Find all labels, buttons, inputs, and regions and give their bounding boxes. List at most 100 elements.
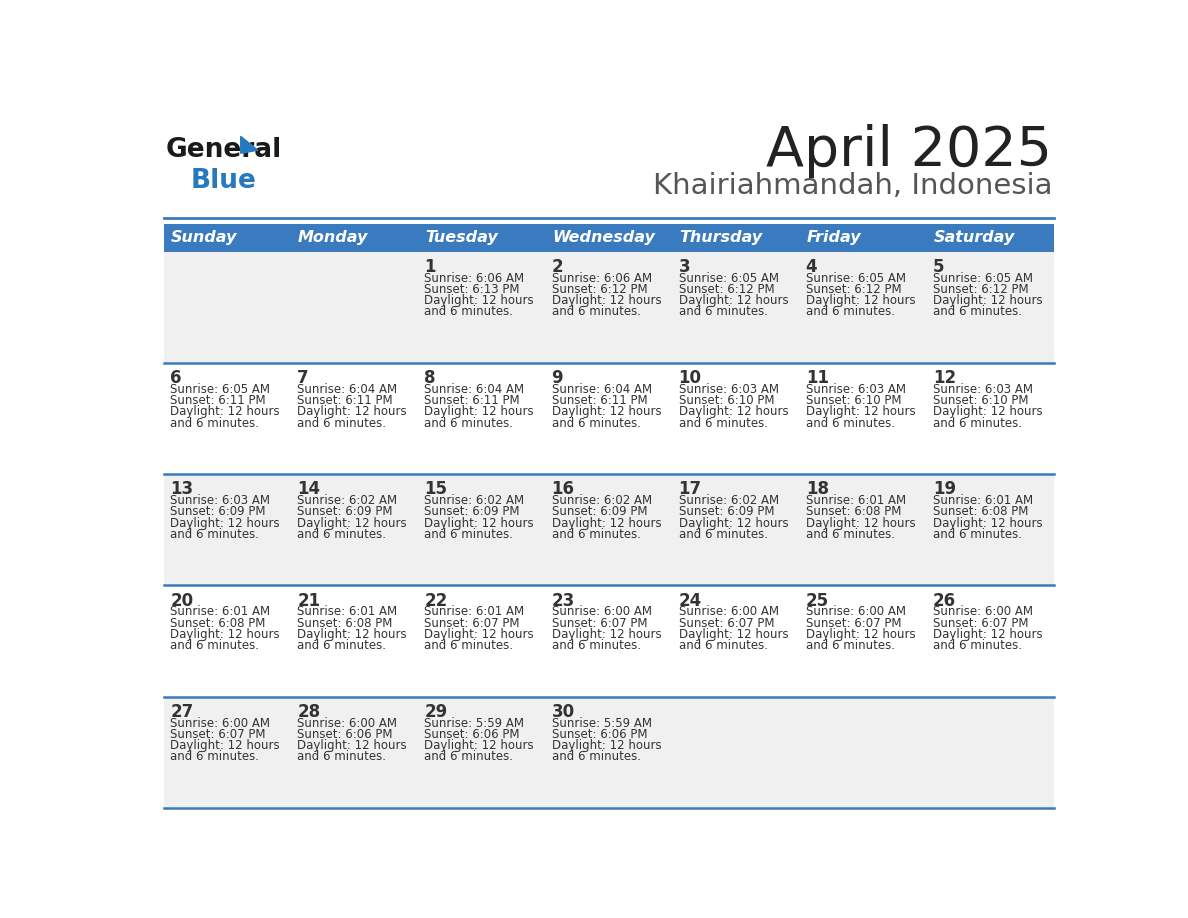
Text: Sunset: 6:07 PM: Sunset: 6:07 PM bbox=[170, 728, 266, 741]
Text: Daylight: 12 hours: Daylight: 12 hours bbox=[805, 628, 915, 641]
Text: 5: 5 bbox=[933, 258, 944, 276]
Text: and 6 minutes.: and 6 minutes. bbox=[678, 417, 767, 430]
Text: Sunset: 6:07 PM: Sunset: 6:07 PM bbox=[678, 617, 775, 630]
Text: Daylight: 12 hours: Daylight: 12 hours bbox=[424, 406, 535, 419]
Text: 28: 28 bbox=[297, 703, 321, 721]
Text: Sunset: 6:09 PM: Sunset: 6:09 PM bbox=[297, 506, 393, 519]
Text: Sunrise: 6:02 AM: Sunrise: 6:02 AM bbox=[297, 494, 398, 508]
Bar bbox=[418, 224, 545, 252]
Text: Sunrise: 6:00 AM: Sunrise: 6:00 AM bbox=[170, 717, 270, 730]
Text: Sunset: 6:09 PM: Sunset: 6:09 PM bbox=[678, 506, 775, 519]
Text: Daylight: 12 hours: Daylight: 12 hours bbox=[170, 517, 280, 530]
Text: Saturday: Saturday bbox=[934, 230, 1015, 245]
Text: Sunrise: 6:00 AM: Sunrise: 6:00 AM bbox=[933, 606, 1032, 619]
Text: 16: 16 bbox=[551, 480, 575, 498]
Text: Daylight: 12 hours: Daylight: 12 hours bbox=[805, 294, 915, 308]
Text: and 6 minutes.: and 6 minutes. bbox=[297, 528, 386, 541]
Text: Daylight: 12 hours: Daylight: 12 hours bbox=[424, 628, 535, 641]
Text: 9: 9 bbox=[551, 369, 563, 387]
Text: 25: 25 bbox=[805, 591, 829, 610]
Text: Daylight: 12 hours: Daylight: 12 hours bbox=[933, 628, 1042, 641]
Text: Sunset: 6:11 PM: Sunset: 6:11 PM bbox=[170, 394, 266, 408]
Text: and 6 minutes.: and 6 minutes. bbox=[297, 750, 386, 763]
Text: 27: 27 bbox=[170, 703, 194, 721]
Text: and 6 minutes.: and 6 minutes. bbox=[551, 417, 640, 430]
Text: Daylight: 12 hours: Daylight: 12 hours bbox=[170, 406, 280, 419]
Text: and 6 minutes.: and 6 minutes. bbox=[170, 528, 259, 541]
Text: Sunset: 6:06 PM: Sunset: 6:06 PM bbox=[297, 728, 393, 741]
Text: and 6 minutes.: and 6 minutes. bbox=[297, 639, 386, 652]
Text: and 6 minutes.: and 6 minutes. bbox=[551, 528, 640, 541]
Text: Daylight: 12 hours: Daylight: 12 hours bbox=[551, 517, 662, 530]
Text: Sunrise: 6:02 AM: Sunrise: 6:02 AM bbox=[551, 494, 652, 508]
Text: and 6 minutes.: and 6 minutes. bbox=[424, 306, 513, 319]
Text: 11: 11 bbox=[805, 369, 829, 387]
Text: Sunset: 6:07 PM: Sunset: 6:07 PM bbox=[551, 617, 647, 630]
Text: 4: 4 bbox=[805, 258, 817, 276]
Text: and 6 minutes.: and 6 minutes. bbox=[424, 528, 513, 541]
Bar bbox=[164, 252, 1054, 363]
Text: Sunset: 6:10 PM: Sunset: 6:10 PM bbox=[678, 394, 775, 408]
Text: and 6 minutes.: and 6 minutes. bbox=[805, 417, 895, 430]
Text: Daylight: 12 hours: Daylight: 12 hours bbox=[678, 517, 788, 530]
Text: Daylight: 12 hours: Daylight: 12 hours bbox=[297, 739, 407, 752]
Text: Sunrise: 6:02 AM: Sunrise: 6:02 AM bbox=[678, 494, 778, 508]
Text: Daylight: 12 hours: Daylight: 12 hours bbox=[297, 517, 407, 530]
Text: and 6 minutes.: and 6 minutes. bbox=[678, 639, 767, 652]
Text: and 6 minutes.: and 6 minutes. bbox=[170, 417, 259, 430]
Text: Sunset: 6:09 PM: Sunset: 6:09 PM bbox=[551, 506, 647, 519]
Text: Sunset: 6:08 PM: Sunset: 6:08 PM bbox=[170, 617, 266, 630]
Text: and 6 minutes.: and 6 minutes. bbox=[424, 417, 513, 430]
Text: Sunrise: 6:05 AM: Sunrise: 6:05 AM bbox=[933, 272, 1032, 285]
Bar bbox=[164, 697, 1054, 808]
Text: Daylight: 12 hours: Daylight: 12 hours bbox=[551, 294, 662, 308]
Text: Sunday: Sunday bbox=[171, 230, 238, 245]
Text: Sunrise: 6:00 AM: Sunrise: 6:00 AM bbox=[551, 606, 651, 619]
Text: 1: 1 bbox=[424, 258, 436, 276]
Text: 14: 14 bbox=[297, 480, 321, 498]
Text: 8: 8 bbox=[424, 369, 436, 387]
Text: Daylight: 12 hours: Daylight: 12 hours bbox=[551, 739, 662, 752]
Text: Sunrise: 6:01 AM: Sunrise: 6:01 AM bbox=[933, 494, 1032, 508]
Text: and 6 minutes.: and 6 minutes. bbox=[424, 750, 513, 763]
Text: 15: 15 bbox=[424, 480, 448, 498]
Text: Sunset: 6:12 PM: Sunset: 6:12 PM bbox=[933, 283, 1029, 296]
Text: Wednesday: Wednesday bbox=[552, 230, 655, 245]
Text: 30: 30 bbox=[551, 703, 575, 721]
Text: Sunset: 6:10 PM: Sunset: 6:10 PM bbox=[933, 394, 1029, 408]
Text: 21: 21 bbox=[297, 591, 321, 610]
Text: Sunset: 6:13 PM: Sunset: 6:13 PM bbox=[424, 283, 520, 296]
Text: 18: 18 bbox=[805, 480, 829, 498]
Text: 7: 7 bbox=[297, 369, 309, 387]
Text: Daylight: 12 hours: Daylight: 12 hours bbox=[170, 628, 280, 641]
Text: Daylight: 12 hours: Daylight: 12 hours bbox=[551, 406, 662, 419]
Bar bbox=[291, 224, 418, 252]
Text: Daylight: 12 hours: Daylight: 12 hours bbox=[933, 517, 1042, 530]
Text: Daylight: 12 hours: Daylight: 12 hours bbox=[678, 406, 788, 419]
Text: Daylight: 12 hours: Daylight: 12 hours bbox=[551, 628, 662, 641]
Text: Sunrise: 6:03 AM: Sunrise: 6:03 AM bbox=[805, 383, 905, 396]
Text: Sunset: 6:07 PM: Sunset: 6:07 PM bbox=[805, 617, 902, 630]
Text: Sunrise: 5:59 AM: Sunrise: 5:59 AM bbox=[424, 717, 524, 730]
Text: Daylight: 12 hours: Daylight: 12 hours bbox=[424, 517, 535, 530]
Text: Sunrise: 6:00 AM: Sunrise: 6:00 AM bbox=[678, 606, 778, 619]
Text: Sunset: 6:12 PM: Sunset: 6:12 PM bbox=[805, 283, 902, 296]
Text: Sunset: 6:08 PM: Sunset: 6:08 PM bbox=[933, 506, 1028, 519]
Text: Daylight: 12 hours: Daylight: 12 hours bbox=[678, 628, 788, 641]
Text: and 6 minutes.: and 6 minutes. bbox=[805, 528, 895, 541]
Text: Sunrise: 6:01 AM: Sunrise: 6:01 AM bbox=[297, 606, 398, 619]
Text: and 6 minutes.: and 6 minutes. bbox=[933, 417, 1022, 430]
Text: General: General bbox=[165, 137, 282, 163]
Text: 6: 6 bbox=[170, 369, 182, 387]
Text: Daylight: 12 hours: Daylight: 12 hours bbox=[805, 517, 915, 530]
Text: Thursday: Thursday bbox=[680, 230, 763, 245]
Text: Sunset: 6:06 PM: Sunset: 6:06 PM bbox=[551, 728, 647, 741]
Bar bbox=[672, 224, 800, 252]
Text: Sunrise: 6:04 AM: Sunrise: 6:04 AM bbox=[297, 383, 398, 396]
Text: Sunset: 6:10 PM: Sunset: 6:10 PM bbox=[805, 394, 902, 408]
Text: Sunrise: 6:03 AM: Sunrise: 6:03 AM bbox=[678, 383, 778, 396]
Text: and 6 minutes.: and 6 minutes. bbox=[805, 639, 895, 652]
Text: and 6 minutes.: and 6 minutes. bbox=[551, 306, 640, 319]
Text: and 6 minutes.: and 6 minutes. bbox=[933, 306, 1022, 319]
Text: Sunrise: 6:04 AM: Sunrise: 6:04 AM bbox=[551, 383, 652, 396]
